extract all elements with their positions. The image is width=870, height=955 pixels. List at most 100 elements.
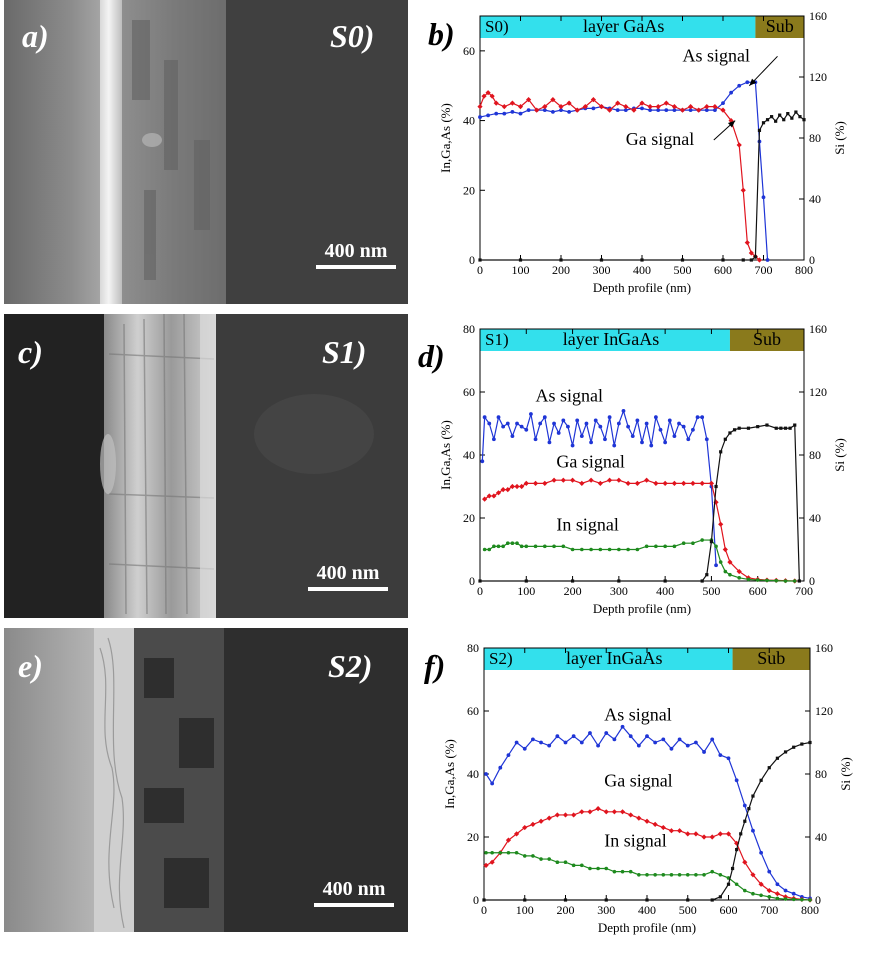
- data-point-ga: [519, 483, 525, 490]
- data-point-in: [677, 873, 682, 877]
- data-point-ga: [574, 107, 580, 113]
- data-point-in: [700, 538, 704, 542]
- data-point-as: [480, 459, 485, 464]
- series-line-in: [486, 852, 811, 901]
- data-point-ga: [532, 480, 539, 486]
- data-point-as: [547, 440, 552, 445]
- data-point-as: [579, 434, 584, 438]
- data-point-ga: [750, 872, 756, 878]
- x-tick-label: 400: [656, 584, 674, 598]
- scale-bar-s2: 400 nm: [310, 878, 398, 907]
- data-point-as: [552, 421, 556, 426]
- data-point-ga: [756, 257, 763, 263]
- sem-image-s0-graphic: [4, 0, 408, 304]
- y-tick-label-left: 80: [467, 641, 479, 655]
- y-tick-label-right: 120: [809, 70, 827, 84]
- x-tick-label: 400: [633, 263, 651, 277]
- sem-image-s2-graphic: [4, 628, 408, 932]
- data-point-ga: [740, 187, 746, 193]
- data-point-in: [718, 873, 723, 877]
- data-point-in: [645, 873, 649, 877]
- data-point-si: [730, 866, 735, 871]
- x-axis-label: Depth profile (nm): [598, 920, 696, 935]
- data-point-as: [721, 101, 725, 106]
- data-point-in: [765, 578, 769, 583]
- y-tick-label-right: 80: [815, 767, 827, 781]
- data-point-ga: [644, 818, 650, 824]
- data-point-si: [524, 579, 528, 583]
- data-point-ga: [782, 894, 789, 900]
- data-point-si: [728, 431, 732, 435]
- data-point-si: [793, 423, 797, 427]
- data-point-in: [759, 893, 763, 898]
- data-point-ga: [530, 821, 536, 827]
- data-point-as: [791, 891, 796, 896]
- panel-label-b: b): [428, 16, 455, 52]
- data-point-si: [761, 121, 766, 125]
- data-point-si: [765, 118, 770, 122]
- signal-annotation: Ga signal: [626, 129, 694, 149]
- y-axis-label-right: Si (%): [838, 757, 853, 791]
- data-point-as: [538, 421, 543, 426]
- data-point-as: [745, 80, 750, 85]
- data-point-si: [710, 898, 714, 902]
- data-point-as: [533, 437, 538, 442]
- data-point-as: [505, 421, 510, 426]
- data-point-as: [588, 731, 592, 735]
- data-point-ga: [634, 480, 640, 486]
- data-point-si: [782, 118, 786, 122]
- x-tick-label: 300: [597, 903, 615, 917]
- data-point-si: [739, 832, 743, 836]
- data-point-in: [654, 544, 658, 549]
- y-tick-label-left: 60: [463, 385, 475, 399]
- data-point-ga: [477, 104, 483, 110]
- data-point-in: [505, 541, 510, 545]
- data-point-as: [759, 850, 763, 855]
- data-point-ga: [647, 104, 653, 110]
- data-point-si: [570, 579, 575, 583]
- data-point-in: [522, 854, 527, 858]
- data-point-si: [723, 437, 727, 441]
- data-point-as: [501, 424, 506, 429]
- band-sub-label: Sub: [766, 16, 794, 36]
- data-point-in: [547, 857, 551, 861]
- data-point-ga: [718, 521, 724, 527]
- data-point-si: [759, 778, 763, 782]
- data-point-as: [542, 108, 547, 113]
- x-tick-label: 300: [593, 263, 611, 277]
- band-sample-label: S1): [485, 330, 509, 349]
- data-point-as: [539, 740, 543, 745]
- data-point-ga: [663, 100, 669, 106]
- data-point-ga: [708, 480, 715, 486]
- data-point-as: [542, 415, 547, 420]
- x-tick-label: 700: [795, 584, 813, 598]
- y-axis-label-right: Si (%): [832, 121, 847, 155]
- y-tick-label-left: 20: [467, 830, 479, 844]
- signal-annotation: In signal: [556, 515, 619, 535]
- data-point-as: [584, 421, 589, 426]
- data-point-ga: [709, 834, 715, 840]
- x-tick-label: 200: [557, 903, 575, 917]
- data-point-ga: [644, 477, 650, 483]
- series-line-si: [484, 741, 811, 901]
- data-point-si: [808, 740, 812, 745]
- x-axis-label: Depth profile (nm): [593, 601, 691, 616]
- signal-annotation: As signal: [683, 45, 751, 65]
- data-point-as: [704, 108, 709, 113]
- y-tick-label-left: 40: [463, 448, 475, 462]
- data-point-in: [694, 873, 698, 877]
- data-point-ga: [486, 493, 492, 499]
- data-point-in: [681, 541, 686, 545]
- data-point-as: [775, 882, 780, 887]
- data-point-as: [704, 437, 709, 442]
- data-point-in: [751, 891, 755, 896]
- data-point-si: [775, 756, 779, 760]
- x-tick-label: 200: [552, 263, 570, 277]
- data-point-as: [656, 108, 661, 113]
- band-layer-label: layer InGaAs: [563, 329, 659, 349]
- data-point-as: [653, 740, 658, 745]
- x-tick-label: 0: [477, 263, 483, 277]
- data-point-as: [510, 109, 515, 114]
- y-tick-label-left: 60: [467, 704, 479, 718]
- data-point-as: [783, 888, 788, 893]
